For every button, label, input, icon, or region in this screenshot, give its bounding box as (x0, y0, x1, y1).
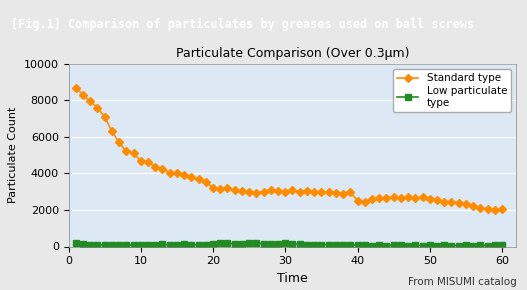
Standard type (73, 86, 79, 89)
Text: From MISUMI catalog: From MISUMI catalog (408, 277, 516, 287)
Title: Particulate Comparison (Over 0.3μm): Particulate Comparison (Over 0.3μm) (175, 47, 409, 60)
Y-axis label: Particulate Count: Particulate Count (8, 107, 18, 203)
Low particulate
type (196, 243, 202, 247)
Low particulate
type (210, 242, 216, 246)
Standard type (217, 187, 223, 191)
Standard type (340, 192, 346, 195)
Low particulate
type (369, 244, 375, 247)
Standard type (181, 173, 187, 177)
Standard type (499, 207, 505, 211)
Line: Standard type: Standard type (73, 85, 505, 213)
Standard type (196, 177, 202, 181)
Text: [Fig.1] Comparison of particulates by greases used on ball screws: [Fig.1] Comparison of particulates by gr… (11, 18, 474, 31)
Standard type (210, 186, 216, 190)
Low particulate
type (181, 242, 187, 246)
Standard type (145, 160, 151, 163)
Low particulate
type (499, 244, 505, 247)
Low particulate
type (217, 241, 223, 244)
Low particulate
type (73, 241, 79, 244)
Low particulate
type (340, 243, 346, 246)
X-axis label: Time: Time (277, 272, 308, 285)
Legend: Standard type, Low particulate
type: Standard type, Low particulate type (393, 69, 511, 112)
Low particulate
type (145, 244, 151, 247)
Standard type (492, 208, 498, 212)
Line: Low particulate
type: Low particulate type (73, 240, 505, 248)
